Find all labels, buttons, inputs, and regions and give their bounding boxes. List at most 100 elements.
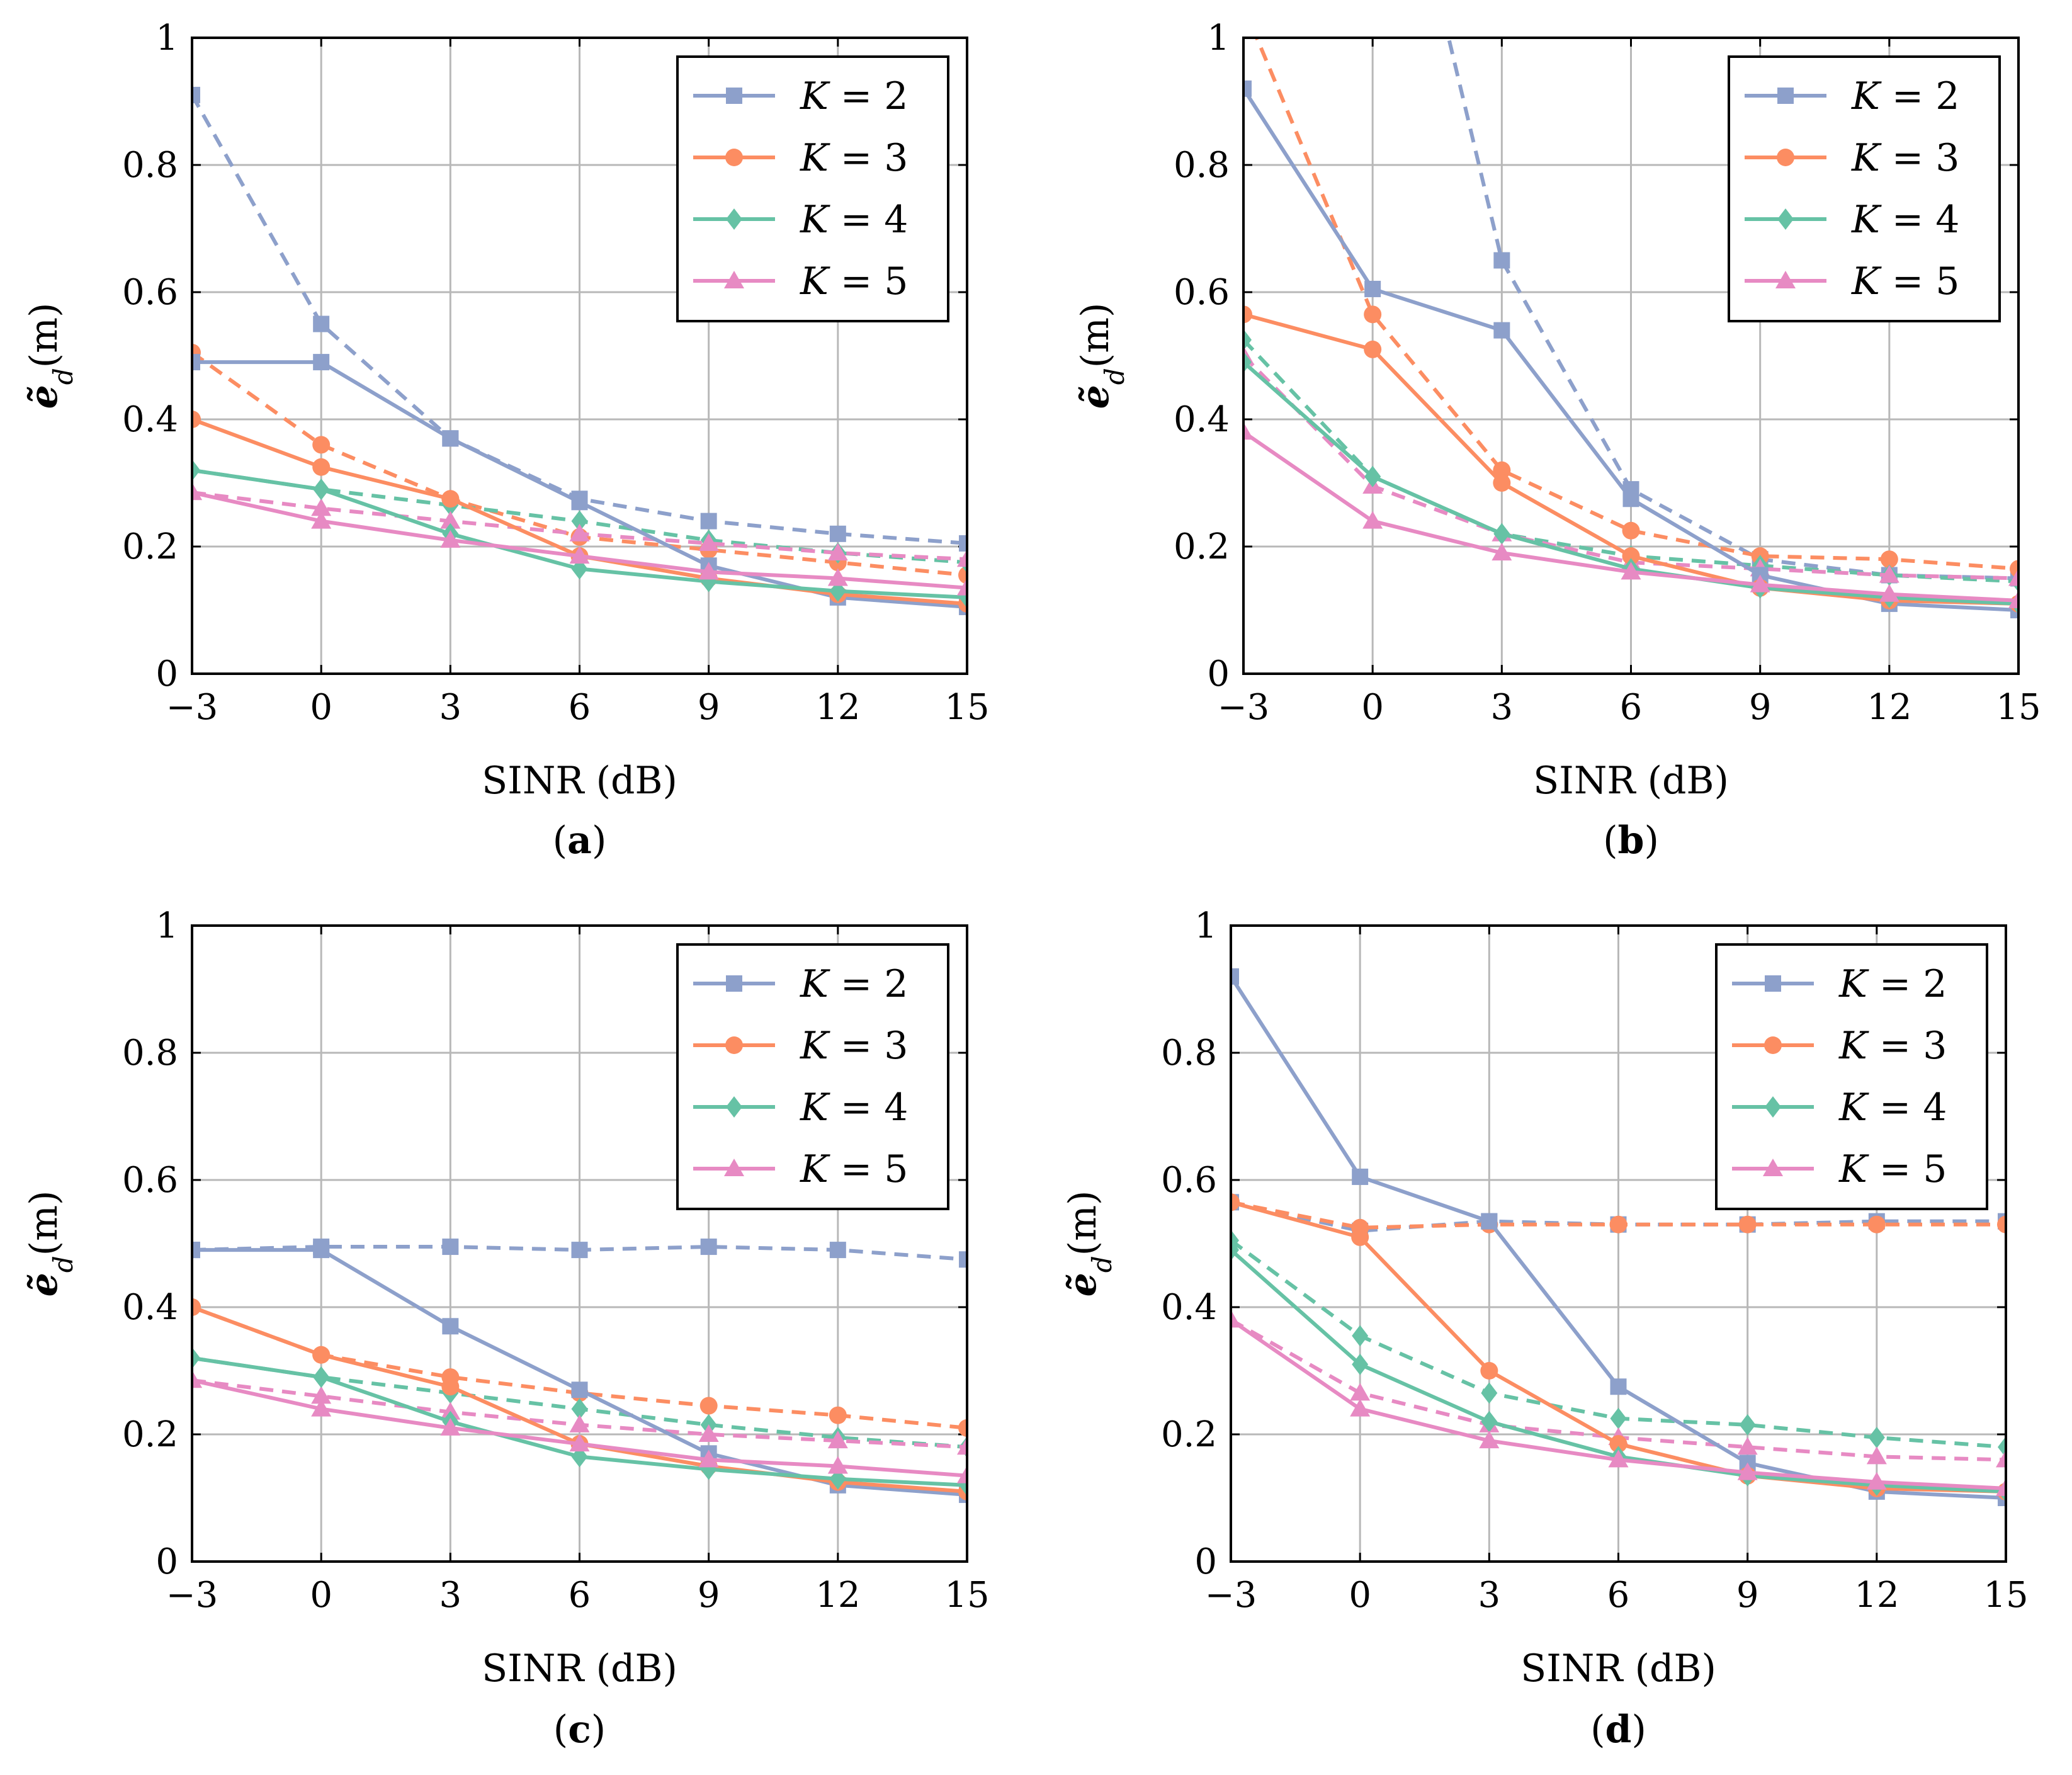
legend-label: K = 5	[800, 1147, 908, 1191]
data-point	[698, 1449, 719, 1468]
data-point	[311, 498, 332, 516]
legend-marker	[1775, 271, 1796, 288]
data-point	[192, 1370, 202, 1388]
data-point	[192, 1298, 201, 1316]
plot-frame	[1242, 37, 2020, 675]
data-point	[1610, 1407, 1627, 1429]
data-point	[440, 530, 461, 548]
x-tick-label: 9	[1736, 1575, 1759, 1616]
data-point	[700, 513, 717, 530]
y-tick-label: 0	[156, 1541, 178, 1582]
data-point	[1231, 1310, 1241, 1328]
data-point	[1750, 574, 1770, 593]
legend-item: K = 5	[693, 259, 908, 303]
data-point	[313, 479, 330, 501]
x-tick-label: 0	[1361, 687, 1384, 728]
y-tick-label: 0.6	[122, 272, 178, 313]
legend-label: K = 2	[1838, 962, 1947, 1006]
x-tick-label: −3	[1205, 1575, 1257, 1616]
data-point	[1610, 1378, 1627, 1395]
data-point	[192, 1347, 200, 1369]
legend-label: K = 5	[1851, 259, 1959, 303]
x-tick-label: 0	[310, 687, 332, 728]
data-point	[1492, 543, 1512, 561]
series-dashed-7	[192, 482, 967, 567]
x-tick-label: 0	[310, 1575, 332, 1616]
data-point	[192, 354, 200, 371]
data-point	[1493, 252, 1510, 269]
legend-marker	[726, 208, 742, 230]
legend-label: K = 3	[1851, 136, 1959, 180]
data-point	[1493, 523, 1510, 545]
data-point	[1867, 1215, 1886, 1233]
legend-label: K = 2	[800, 962, 908, 1006]
legend: K = 2 K = 3 K = 4 K = 5	[1728, 55, 2001, 322]
x-tick-label: 6	[569, 1575, 591, 1616]
data-point	[1997, 1215, 2006, 1233]
data-point	[827, 1431, 848, 1449]
legend-item: K = 4	[693, 1086, 908, 1130]
x-tick-label: −3	[166, 687, 218, 728]
data-point	[313, 1366, 330, 1388]
data-point	[698, 562, 719, 580]
data-point	[1231, 1193, 1240, 1211]
data-point	[571, 1242, 588, 1259]
data-point	[1350, 1383, 1371, 1401]
data-point	[311, 1386, 332, 1404]
data-point	[569, 546, 590, 564]
legend: K = 2 K = 3 K = 4 K = 5	[676, 55, 949, 322]
x-tick-label: 9	[698, 1575, 720, 1616]
data-point	[1493, 461, 1511, 479]
data-point	[1737, 1462, 1758, 1480]
panel-label: (b)	[1603, 819, 1659, 863]
data-point	[1481, 1213, 1498, 1230]
x-tick-label: 0	[1349, 1575, 1371, 1616]
data-point	[1243, 80, 1252, 97]
y-tick-label: 0.8	[1174, 145, 1230, 186]
data-point	[192, 1242, 200, 1259]
data-point	[1350, 1398, 1371, 1417]
y-axis-title: ẽd(m)	[1061, 1191, 1118, 1297]
legend-marker	[724, 271, 744, 288]
legend-marker	[725, 1036, 743, 1054]
data-point	[957, 1437, 967, 1455]
x-tick-label: 15	[1996, 687, 2041, 728]
legend-marker	[724, 1159, 744, 1176]
data-point	[829, 1242, 846, 1259]
legend-item: K = 3	[693, 136, 908, 180]
y-axis-title: ẽd(m)	[22, 1191, 79, 1297]
data-point	[192, 86, 200, 103]
data-point	[571, 510, 588, 532]
legend-item: K = 3	[693, 1024, 908, 1068]
data-point	[1231, 1239, 1239, 1261]
data-point	[827, 543, 848, 561]
legend-item: K = 5	[1745, 259, 1959, 303]
legend-item: K = 2	[693, 74, 908, 118]
legend-label: K = 4	[1838, 1086, 1947, 1130]
data-point	[440, 511, 461, 529]
y-tick-label: 1	[156, 905, 178, 946]
legend-item: K = 2	[693, 962, 908, 1006]
legend-marker	[1777, 208, 1794, 230]
data-point	[1480, 1362, 1498, 1380]
y-tick-label: 0.6	[1174, 272, 1230, 313]
data-point	[957, 577, 967, 596]
data-point	[441, 1378, 460, 1396]
x-tick-label: −3	[166, 1575, 218, 1616]
data-point	[1243, 329, 1252, 351]
data-point	[1608, 1449, 1629, 1468]
data-point	[1352, 1168, 1369, 1185]
legend-marker	[1763, 1159, 1783, 1176]
y-tick-label: 0	[1194, 1541, 1217, 1582]
legend: K = 2 K = 3 K = 4 K = 5	[1715, 943, 1988, 1210]
data-point	[698, 533, 719, 551]
x-axis-title: SINR (dB)	[1520, 1647, 1716, 1691]
data-point	[1739, 1414, 1756, 1436]
legend-marker	[1765, 1096, 1781, 1118]
data-point	[192, 459, 200, 481]
y-tick-label: 1	[1207, 18, 1230, 59]
data-point	[569, 1414, 590, 1432]
x-tick-label: 6	[1620, 687, 1643, 728]
data-point	[958, 566, 967, 584]
